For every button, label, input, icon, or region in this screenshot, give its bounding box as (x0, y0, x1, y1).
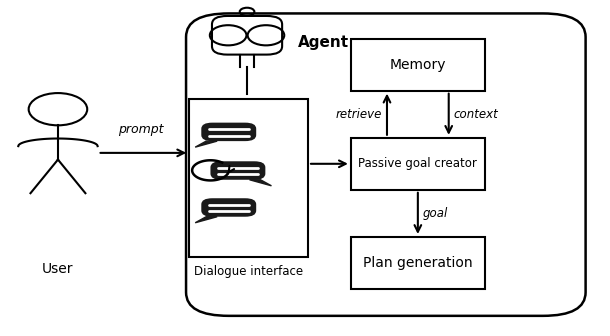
Bar (351, 237, 485, 289)
Text: Agent: Agent (298, 35, 349, 49)
Text: Dialogue interface: Dialogue interface (195, 265, 303, 278)
FancyBboxPatch shape (201, 198, 256, 217)
Bar (351, 39, 485, 91)
Text: context: context (454, 108, 498, 121)
Polygon shape (195, 217, 217, 223)
Text: Passive goal creator: Passive goal creator (359, 157, 477, 170)
Polygon shape (195, 141, 217, 147)
Bar (351, 138, 485, 190)
Text: goal: goal (423, 207, 448, 220)
FancyBboxPatch shape (201, 123, 256, 141)
Text: Memory: Memory (390, 57, 446, 72)
Text: Plan generation: Plan generation (363, 256, 473, 270)
FancyBboxPatch shape (212, 16, 282, 54)
Text: prompt: prompt (118, 123, 163, 136)
Text: User: User (42, 262, 74, 276)
FancyBboxPatch shape (186, 13, 586, 316)
Polygon shape (249, 180, 271, 186)
FancyBboxPatch shape (210, 161, 265, 180)
Text: retrieve: retrieve (336, 108, 382, 121)
Bar (189, 99, 308, 257)
